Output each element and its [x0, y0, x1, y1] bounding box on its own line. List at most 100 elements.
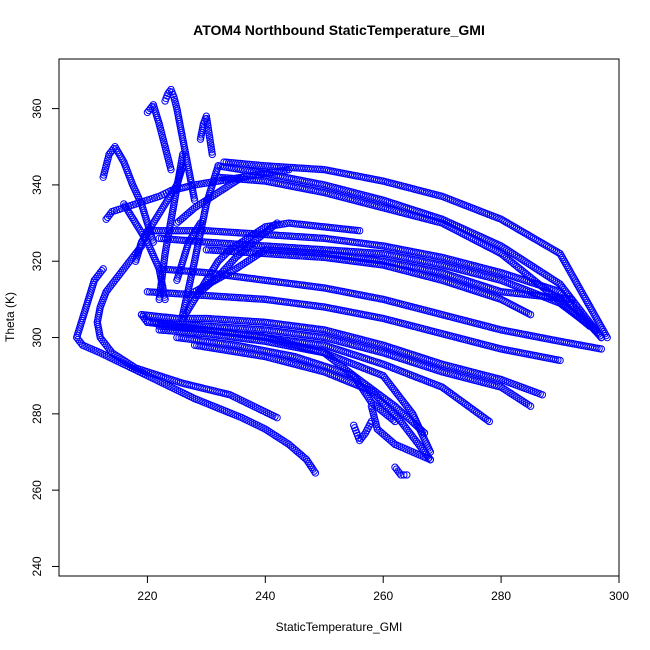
data-point [426, 455, 435, 464]
data-point [139, 230, 147, 239]
data-point [159, 204, 167, 212]
data-point [204, 124, 212, 132]
data-point [149, 219, 158, 227]
data-point [247, 232, 256, 240]
data-point [207, 141, 215, 149]
data-point [136, 226, 145, 235]
data-point [181, 310, 189, 319]
data-point [525, 260, 534, 269]
data-point [305, 459, 313, 468]
data-point [206, 270, 214, 279]
data-point [203, 114, 211, 123]
data-point [157, 206, 166, 214]
data-point [212, 261, 220, 269]
data-point [98, 267, 106, 275]
data-point [161, 295, 169, 304]
y-axis-label: Theta (K) [3, 292, 17, 342]
data-point [556, 356, 564, 365]
data-point [192, 293, 200, 302]
data-point [241, 258, 250, 267]
series-track [155, 234, 600, 334]
data-point [236, 262, 244, 271]
y-tick-label: 340 [30, 175, 44, 195]
data-point [124, 359, 132, 367]
data-point [550, 246, 559, 254]
data-point [187, 234, 195, 243]
data-point [517, 396, 525, 404]
data-point [511, 392, 519, 400]
data-point [122, 204, 130, 212]
data-point [503, 218, 511, 227]
data-point [238, 261, 246, 269]
y-tick-label: 260 [30, 480, 44, 500]
data-point [531, 264, 540, 272]
data-point [187, 301, 195, 309]
data-point [192, 202, 201, 211]
series-track [350, 417, 376, 445]
series-track [367, 402, 435, 464]
x-tick-label: 260 [373, 589, 393, 603]
data-point [169, 186, 178, 195]
data-point [537, 238, 545, 247]
data-point [119, 156, 127, 164]
data-point [230, 243, 238, 251]
data-point [516, 226, 524, 235]
data-point [271, 220, 279, 229]
data-point [220, 185, 228, 193]
data-point [273, 433, 281, 441]
data-point [232, 265, 240, 273]
series-track [220, 158, 611, 342]
data-point [184, 305, 193, 313]
data-point [142, 236, 150, 244]
data-point [397, 471, 405, 479]
data-point [208, 267, 216, 275]
y-tick-label: 360 [30, 98, 44, 118]
data-point [210, 263, 219, 271]
data-point [126, 360, 134, 368]
data-point [206, 136, 214, 144]
data-point [189, 230, 198, 239]
data-point [154, 211, 162, 220]
data-point [407, 408, 415, 416]
data-point [202, 196, 211, 204]
data-point [355, 226, 364, 235]
x-tick-label: 280 [491, 589, 511, 603]
data-point [245, 233, 254, 241]
data-point [192, 226, 200, 235]
data-point [541, 241, 549, 249]
data-point [531, 235, 540, 243]
data-point [503, 245, 511, 254]
data-point [497, 215, 505, 223]
data-point [512, 252, 521, 260]
data-point [520, 398, 529, 407]
data-point [118, 355, 126, 363]
data-point [483, 416, 492, 424]
data-point [147, 223, 155, 231]
data-point [243, 257, 252, 265]
data-point [234, 159, 242, 167]
data-point [123, 206, 132, 214]
data-point [238, 173, 246, 181]
data-point [190, 204, 199, 212]
data-point [167, 165, 175, 174]
data-point [112, 144, 120, 153]
data-point [238, 238, 246, 246]
data-point [121, 202, 129, 210]
data-point [210, 191, 218, 199]
data-point [131, 364, 140, 372]
data-point [186, 303, 194, 311]
data-point [499, 216, 507, 225]
data-point [505, 219, 513, 228]
data-point [129, 215, 137, 223]
data-point [190, 295, 199, 304]
data-point [499, 384, 507, 393]
data-point [538, 391, 547, 399]
data-point [241, 235, 250, 244]
series-track [120, 200, 169, 304]
data-point [271, 431, 279, 440]
data-point [277, 435, 285, 443]
data-point [120, 200, 128, 208]
data-point [539, 239, 547, 248]
x-tick-label: 300 [609, 589, 629, 603]
data-point [122, 357, 130, 366]
